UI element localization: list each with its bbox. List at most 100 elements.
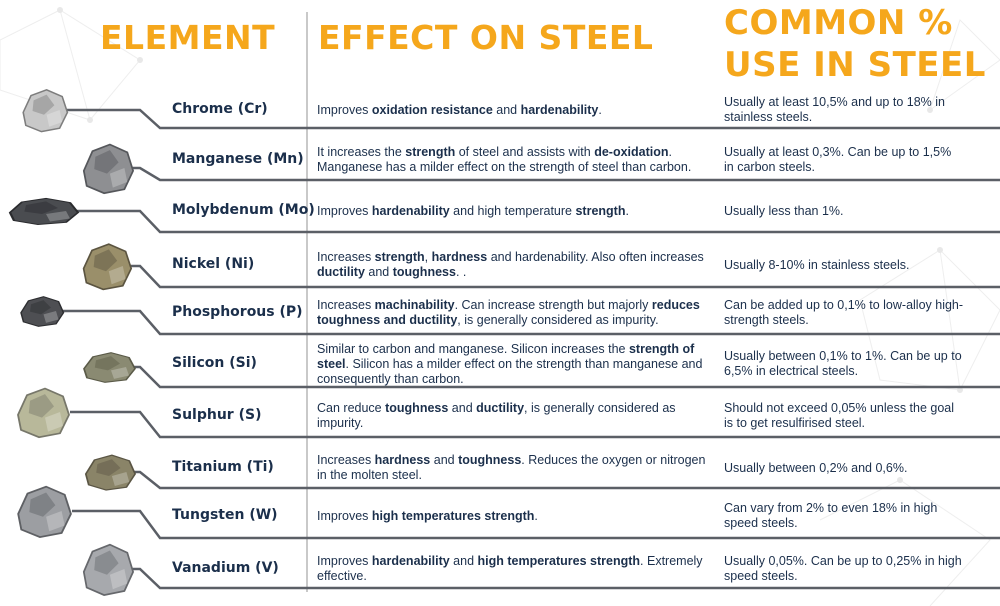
effect-segment: It increases the [317, 145, 406, 159]
effect-segment: and [448, 401, 477, 415]
manganese-rock-icon [82, 143, 135, 195]
nickel-crystal-icon [82, 243, 133, 291]
tungsten-rocks-icon [17, 485, 72, 539]
effect-segment: and [449, 554, 478, 568]
effect-emphasis: reduces toughness and ductility [317, 298, 700, 327]
effect-emphasis: high temperatures strength [477, 554, 641, 568]
effect-segment: and high temperature [449, 203, 576, 218]
element-name: Chrome (Cr) [172, 101, 268, 117]
effect-segment: Improves [317, 203, 372, 218]
silicon-rock-icon [83, 352, 136, 383]
phosphorous-rock-icon [20, 296, 65, 327]
effect-emphasis: oxidation resistance [371, 102, 493, 117]
chrome-rock-icon [22, 89, 69, 133]
usage-text: Usually between 0,1% to 1%. Can be up to… [724, 349, 962, 378]
effect-segment: and [364, 265, 393, 279]
header-common-line2: USE IN STEEL [724, 45, 986, 85]
usage-text: Should not exceed 0,05% unless the goal … [724, 401, 955, 430]
effect-emphasis: de-oxidation [594, 145, 669, 159]
effect-segment: . Reduces the oxygen or nitrogen in the … [317, 453, 706, 482]
effect-segment: Similar to carbon and manganese. Silicon… [317, 341, 629, 356]
effect-segment: and hardenability. Also often increases [487, 250, 704, 264]
effect-emphasis: toughness [458, 453, 522, 467]
effect-text: Improves high temperatures strength. [317, 509, 717, 524]
element-name: Nickel (Ni) [172, 256, 255, 272]
effect-segment: Increases [317, 298, 375, 312]
effect-emphasis: toughness [385, 401, 449, 415]
effect-segment: Increases [317, 453, 375, 467]
header-element: ELEMENT [100, 18, 276, 57]
header-effect-on-steel: EFFECT ON STEEL [318, 18, 654, 57]
element-name: Titanium (Ti) [172, 459, 274, 475]
effect-segment: . . [455, 265, 467, 279]
element-name: Silicon (Si) [172, 355, 257, 371]
vanadium-rocks-icon [82, 543, 135, 597]
titanium-rock-icon [84, 454, 137, 491]
element-name: Molybdenum (Mo) [172, 202, 315, 218]
usage-text: Usually between 0,2% and 0,6%. [724, 460, 908, 475]
effect-text: Improves hardenability and high temperat… [317, 554, 717, 584]
header-common-line1: COMMON % [724, 3, 953, 43]
effect-emphasis: hardenability [371, 203, 450, 218]
usage-text: Usually at least 0,3%. Can be up to 1,5%… [724, 145, 952, 174]
effect-text: Increases hardness and toughness. Reduce… [317, 453, 717, 483]
effect-segment: , [424, 250, 432, 264]
effect-segment: Improves [317, 508, 372, 523]
row-connector [72, 509, 1000, 540]
effect-emphasis: strength [374, 250, 425, 264]
effect-segment: Improves [317, 102, 372, 117]
effect-emphasis: hardness [431, 250, 488, 264]
usage-text: Usually at least 10,5% and up to 18% in … [724, 95, 945, 124]
effect-segment: of steel and assists with [455, 145, 595, 159]
sulphur-rocks-icon [17, 387, 70, 439]
effect-segment: Increases [317, 250, 375, 264]
usage-text: Usually less than 1%. [724, 203, 844, 218]
effect-emphasis: ductility [476, 401, 525, 415]
effect-emphasis: toughness [392, 265, 456, 279]
effect-text: Similar to carbon and manganese. Silicon… [317, 342, 717, 387]
effect-segment: , is generally considered as impurity. [457, 313, 659, 327]
effect-emphasis: strength of steel [317, 341, 695, 371]
element-name: Manganese (Mn) [172, 151, 304, 167]
row-connector [62, 108, 1000, 130]
effect-segment: . [625, 203, 629, 218]
effect-emphasis: hardenability [520, 102, 599, 117]
effect-text: Increases machinability. Can increase st… [317, 298, 717, 328]
effect-emphasis: strength [405, 145, 456, 159]
row-connector [70, 410, 1000, 439]
effect-segment: . Can increase strength but majorly [454, 298, 652, 312]
effect-segment: . Extremely effective. [317, 554, 703, 583]
column-divider [306, 12, 308, 592]
effect-text: It increases the strength of steel and a… [317, 145, 717, 175]
element-name: Tungsten (W) [172, 507, 278, 523]
row-connector [62, 309, 1000, 336]
effect-segment: Improves [317, 554, 372, 568]
molybdenum-powder-icon [8, 197, 80, 225]
element-name: Vanadium (V) [172, 560, 279, 576]
row-connector [130, 567, 1000, 590]
effect-text: Can reduce toughness and ductility, is g… [317, 401, 717, 431]
row-connector [125, 264, 1000, 289]
effect-emphasis: hardness [374, 453, 431, 467]
effect-segment: . Manganese has a milder effect on the s… [317, 145, 692, 174]
row-connector [70, 209, 1000, 234]
effect-segment: , is generally considered as impurity. [317, 401, 676, 430]
usage-text: Usually 0,05%. Can be up to 0,25% in hig… [724, 554, 962, 583]
usage-text: Usually 8-10% in stainless steels. [724, 257, 910, 272]
effect-segment: and [430, 453, 459, 467]
effect-text: Increases strength, hardness and hardena… [317, 250, 717, 280]
effect-emphasis: machinability [374, 298, 455, 312]
effect-emphasis: strength [575, 203, 626, 218]
usage-text: Can be added up to 0,1% to low-alloy hig… [724, 298, 964, 327]
effect-emphasis: hardenability [371, 554, 450, 568]
effect-segment: . [598, 102, 602, 117]
effect-segment: . [534, 508, 538, 523]
effect-emphasis: high temperatures strength [371, 508, 535, 523]
effect-text: Improves hardenability and high temperat… [317, 204, 717, 219]
effect-segment: and [492, 102, 521, 117]
effect-emphasis: ductility [317, 265, 365, 279]
effect-segment: . Silicon has a milder effect on the str… [317, 356, 703, 386]
